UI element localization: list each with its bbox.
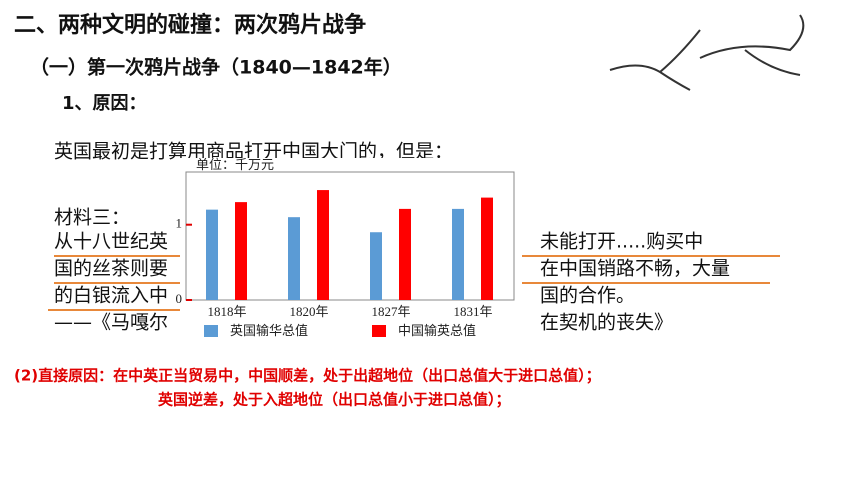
bar bbox=[288, 217, 300, 300]
text-line: ——《马嘎尔 bbox=[54, 312, 168, 334]
legend-label: 英国输华总值 bbox=[230, 323, 308, 338]
text-line: 国的丝茶则要 bbox=[54, 258, 168, 280]
section: 1、原因： bbox=[62, 93, 147, 114]
text-line: 国的合作。 bbox=[540, 285, 635, 307]
bar bbox=[481, 197, 493, 300]
bar bbox=[235, 202, 247, 300]
text-line: 在中国销路不畅，大量 bbox=[540, 258, 730, 280]
bar bbox=[399, 208, 411, 300]
x-tick-label: 1827年 bbox=[371, 304, 410, 319]
title: 二、两种文明的碰撞：两次鸦片战争 bbox=[14, 12, 366, 38]
text-line: 在契机的丧失》 bbox=[540, 312, 673, 334]
x-tick-label: 1818年 bbox=[207, 304, 246, 319]
material: 材料三： bbox=[54, 207, 130, 229]
text-line: 未能打开.....购买中 bbox=[540, 231, 703, 253]
bar bbox=[452, 208, 464, 300]
y-tick-label: 1 bbox=[176, 216, 183, 231]
legend-swatch bbox=[372, 325, 386, 337]
text-line: 从十八世纪英 bbox=[54, 231, 168, 253]
bar bbox=[206, 209, 218, 300]
conclusion: (2)直接原因：在中英正当贸易中，中国顺差，处于出超地位（出口总值大于进口总值）… bbox=[14, 367, 601, 385]
unit: 单位：千万元 bbox=[196, 157, 274, 172]
conclusion: 英国逆差，处于入超地位（出口总值小于进口总值）； bbox=[158, 391, 511, 409]
x-tick-label: 1820年 bbox=[289, 304, 328, 319]
text-line: 的白银流入中 bbox=[54, 285, 168, 307]
bar bbox=[317, 190, 329, 300]
plot-frame bbox=[185, 171, 515, 301]
legend-label: 中国输英总值 bbox=[398, 323, 476, 338]
y-tick-label: 0 bbox=[176, 291, 183, 306]
legend-swatch bbox=[204, 325, 218, 337]
intro: 英国最初是打算用商品打开中国大门的，但是： bbox=[54, 141, 453, 163]
x-tick-label: 1831年 bbox=[453, 304, 492, 319]
bar bbox=[370, 232, 382, 300]
birds bbox=[609, 14, 805, 91]
subtitle: （一）第一次鸦片战争（1840—1842年） bbox=[30, 56, 402, 79]
